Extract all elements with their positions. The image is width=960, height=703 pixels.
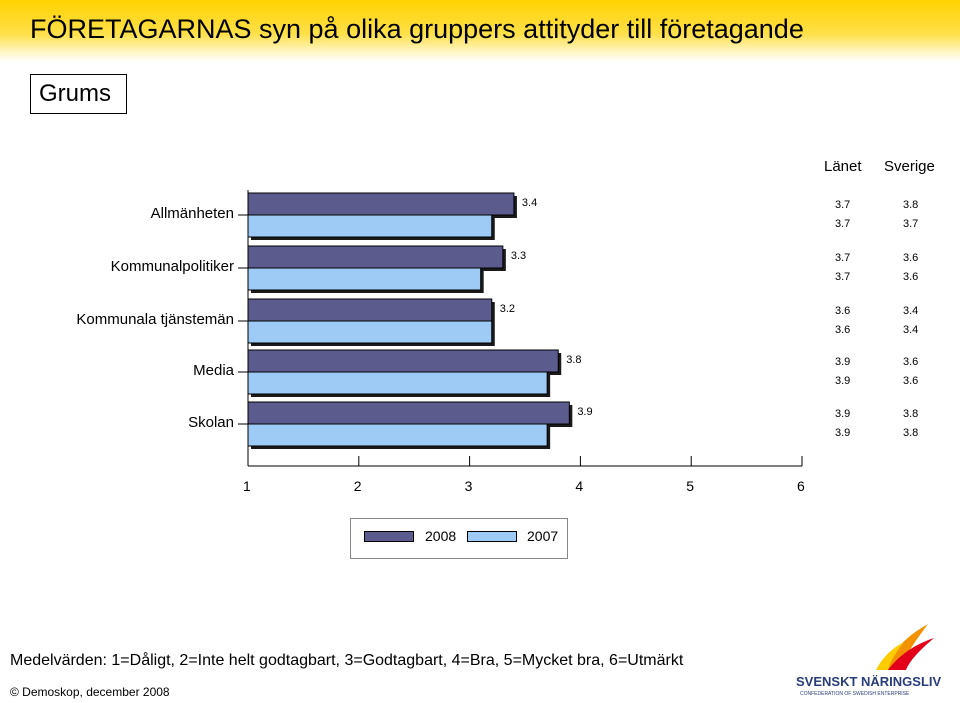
column-header-sverige: Sverige: [884, 158, 935, 175]
legend-label-2007: 2007: [527, 528, 559, 544]
lanet-value: 3.6: [835, 305, 851, 317]
lanet-value: 3.9: [835, 427, 851, 439]
x-tick-label: 4: [575, 478, 584, 494]
x-tick-label: 2: [353, 478, 362, 494]
bar-2008: [247, 245, 504, 269]
lanet-value: 3.7: [835, 252, 851, 264]
category-label: Skolan: [188, 414, 234, 431]
copyright: © Demoskop, december 2008: [10, 685, 170, 699]
legend-label-2008: 2008: [425, 528, 457, 544]
legend-swatch-2008: [364, 531, 414, 542]
sverige-value: 3.6: [903, 356, 919, 368]
data-label-2008: 3.8: [566, 354, 582, 366]
data-label-2008: 3.9: [577, 406, 593, 418]
scale-note: Medelvärden: 1=Dåligt, 2=Inte helt godta…: [10, 652, 684, 669]
bar-2007: [247, 371, 548, 395]
bar-2008: [247, 298, 493, 322]
bar-2008: [247, 349, 559, 373]
sverige-value: 3.8: [903, 199, 919, 211]
sverige-value: 3.8: [903, 408, 919, 420]
bar-2007: [247, 267, 482, 291]
lanet-value: 3.7: [835, 218, 851, 230]
sverige-value: 3.4: [903, 305, 919, 317]
page-title: FÖRETAGARNAS syn på olika gruppers attit…: [30, 14, 804, 44]
category-label: Kommunala tjänstemän: [76, 311, 234, 328]
x-tick-label: 3: [464, 478, 473, 494]
data-label-2008: 3.3: [510, 250, 527, 262]
x-tick-label: 5: [686, 478, 694, 494]
sverige-value: 3.6: [903, 252, 919, 264]
bar-2007: [247, 320, 493, 344]
legend-swatch-2007: [467, 531, 517, 542]
sverige-value: 3.4: [903, 324, 919, 336]
logo-flame-icon: SVENSKT NÄRINGSLIV CONFEDERATION OF SWED…: [796, 624, 942, 697]
data-label-2008: 3.2: [499, 303, 516, 315]
bar-2007: [247, 423, 548, 447]
category-label: Media: [193, 362, 234, 379]
sverige-value: 3.6: [903, 271, 919, 283]
legend: 2008 2007: [350, 518, 568, 559]
bar-2008: [247, 401, 570, 425]
x-tick-label: 1: [243, 478, 251, 494]
lanet-value: 3.7: [835, 199, 851, 211]
logo-wordmark: SVENSKT NÄRINGSLIV: [796, 674, 942, 689]
bar-2007: [247, 214, 493, 238]
lanet-value: 3.9: [835, 375, 851, 387]
column-header-lanet: Länet: [824, 158, 862, 175]
lanet-value: 3.7: [835, 271, 851, 283]
lanet-value: 3.6: [835, 324, 851, 336]
sverige-value: 3.7: [903, 218, 919, 230]
logo-subtitle: CONFEDERATION OF SWEDISH ENTERPRISE: [800, 691, 910, 697]
sverige-value: 3.6: [903, 375, 919, 387]
category-label: Allmänheten: [150, 205, 234, 222]
svenskt-naringsliv-logo: SVENSKT NÄRINGSLIV CONFEDERATION OF SWED…: [790, 618, 952, 698]
sverige-value: 3.8: [903, 427, 919, 439]
category-label: Kommunalpolitiker: [110, 258, 234, 275]
lanet-value: 3.9: [835, 356, 851, 368]
region-label: Grums: [30, 74, 127, 114]
lanet-value: 3.9: [835, 408, 851, 420]
data-label-2008: 3.4: [521, 197, 538, 209]
bar-2008: [247, 192, 515, 216]
x-tick-label: 6: [797, 478, 805, 494]
header-band: [0, 0, 960, 62]
